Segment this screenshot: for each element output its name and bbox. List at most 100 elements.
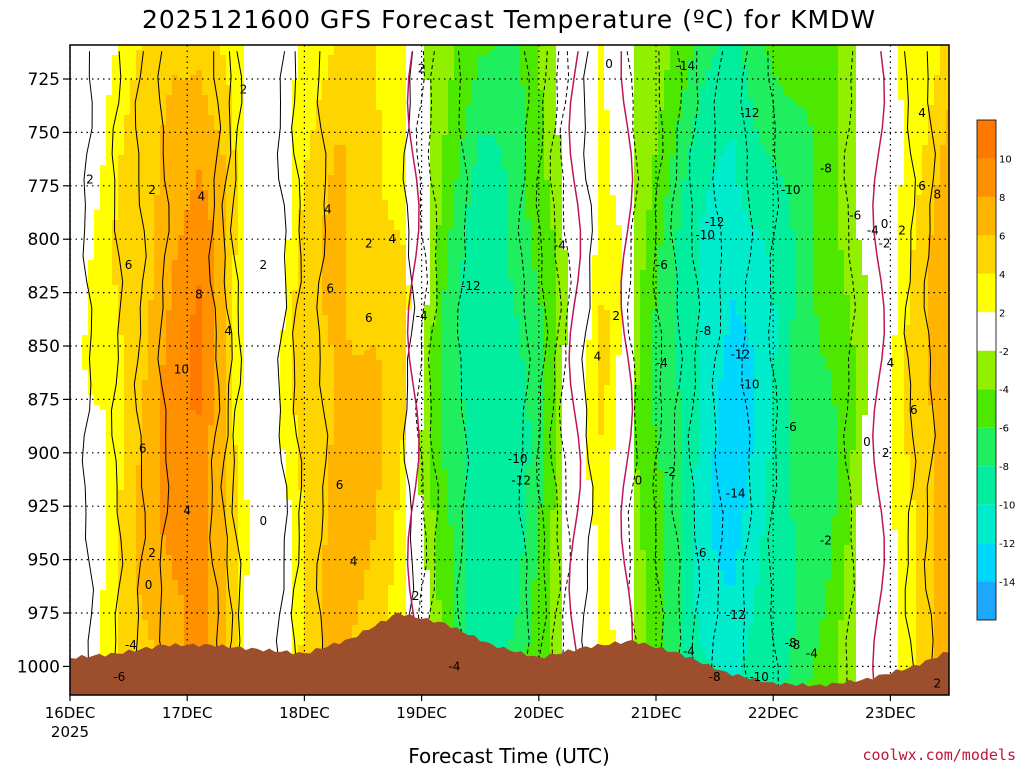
field-cell bbox=[292, 205, 299, 211]
field-cell bbox=[190, 225, 197, 231]
field-cell bbox=[244, 370, 251, 376]
field-cell bbox=[142, 120, 149, 126]
field-cell bbox=[274, 445, 281, 451]
field-cell bbox=[82, 290, 89, 296]
field-cell bbox=[226, 65, 233, 71]
field-cell bbox=[118, 395, 125, 401]
field-cell bbox=[112, 585, 119, 591]
field-cell bbox=[256, 220, 263, 226]
field-cell bbox=[250, 250, 257, 256]
field-cell bbox=[190, 205, 197, 211]
field-cell bbox=[172, 250, 179, 256]
field-cell bbox=[238, 505, 245, 511]
field-cell bbox=[112, 250, 119, 256]
field-cell bbox=[238, 435, 245, 441]
field-cell bbox=[232, 370, 239, 376]
field-cell bbox=[88, 150, 95, 156]
field-cell bbox=[136, 625, 143, 631]
field-cell bbox=[76, 240, 83, 246]
field-cell bbox=[292, 270, 299, 276]
field-cell bbox=[214, 240, 221, 246]
field-cell bbox=[130, 305, 137, 311]
field-cell bbox=[184, 55, 191, 61]
field-cell bbox=[268, 485, 275, 491]
field-cell bbox=[118, 390, 125, 396]
field-cell bbox=[130, 210, 137, 216]
field-cell bbox=[184, 100, 191, 106]
field-cell bbox=[76, 495, 83, 501]
field-cell bbox=[88, 650, 95, 656]
field-cell bbox=[274, 215, 281, 221]
field-cell bbox=[82, 70, 89, 76]
field-cell bbox=[100, 305, 107, 311]
field-cell bbox=[100, 600, 107, 606]
field-cell bbox=[94, 70, 101, 76]
field-cell bbox=[100, 555, 107, 561]
field-cell bbox=[274, 210, 281, 216]
field-cell bbox=[88, 220, 95, 226]
field-cell bbox=[106, 210, 113, 216]
field-cell bbox=[142, 50, 149, 56]
field-cell bbox=[94, 235, 101, 241]
field-cell bbox=[268, 560, 275, 566]
field-cell bbox=[292, 290, 299, 296]
field-cell bbox=[148, 70, 155, 76]
field-cell bbox=[196, 185, 203, 191]
field-cell bbox=[244, 50, 251, 56]
field-cell bbox=[88, 350, 95, 356]
field-cell bbox=[160, 565, 167, 571]
field-cell bbox=[172, 420, 179, 426]
field-cell bbox=[292, 440, 299, 446]
field-cell bbox=[148, 520, 155, 526]
field-cell bbox=[274, 485, 281, 491]
field-cell bbox=[160, 425, 167, 431]
field-cell bbox=[130, 335, 137, 341]
field-cell bbox=[178, 200, 185, 206]
field-cell bbox=[148, 120, 155, 126]
field-cell bbox=[286, 475, 293, 481]
field-cell bbox=[262, 615, 269, 621]
field-cell bbox=[178, 625, 185, 631]
field-cell bbox=[202, 510, 209, 516]
field-cell bbox=[118, 80, 125, 86]
field-cell bbox=[130, 440, 137, 446]
field-cell bbox=[256, 625, 263, 631]
field-cell bbox=[88, 180, 95, 186]
field-cell bbox=[250, 305, 257, 311]
field-cell bbox=[154, 350, 161, 356]
field-cell bbox=[250, 485, 257, 491]
field-cell bbox=[268, 545, 275, 551]
field-cell bbox=[262, 370, 269, 376]
field-cell bbox=[100, 185, 107, 191]
field-cell bbox=[70, 70, 77, 76]
field-cell bbox=[118, 165, 125, 171]
field-cell bbox=[202, 625, 209, 631]
field-cell bbox=[238, 410, 245, 416]
field-cell bbox=[178, 420, 185, 426]
field-cell bbox=[256, 545, 263, 551]
field-cell bbox=[136, 555, 143, 561]
field-cell bbox=[298, 190, 305, 196]
field-cell bbox=[76, 520, 83, 526]
field-cell bbox=[244, 470, 251, 476]
field-cell bbox=[160, 490, 167, 496]
field-cell bbox=[208, 95, 215, 101]
field-cell bbox=[70, 420, 77, 426]
field-cell bbox=[76, 220, 83, 226]
field-cell bbox=[190, 250, 197, 256]
field-cell bbox=[214, 340, 221, 346]
field-cell bbox=[160, 355, 167, 361]
field-cell bbox=[238, 385, 245, 391]
field-cell bbox=[142, 210, 149, 216]
field-cell bbox=[100, 415, 107, 421]
field-cell bbox=[196, 125, 203, 131]
field-cell bbox=[286, 465, 293, 471]
field-cell bbox=[184, 185, 191, 191]
field-cell bbox=[232, 85, 239, 91]
field-cell bbox=[118, 335, 125, 341]
field-cell bbox=[178, 440, 185, 446]
field-cell bbox=[148, 220, 155, 226]
field-cell bbox=[256, 340, 263, 346]
field-cell bbox=[256, 415, 263, 421]
